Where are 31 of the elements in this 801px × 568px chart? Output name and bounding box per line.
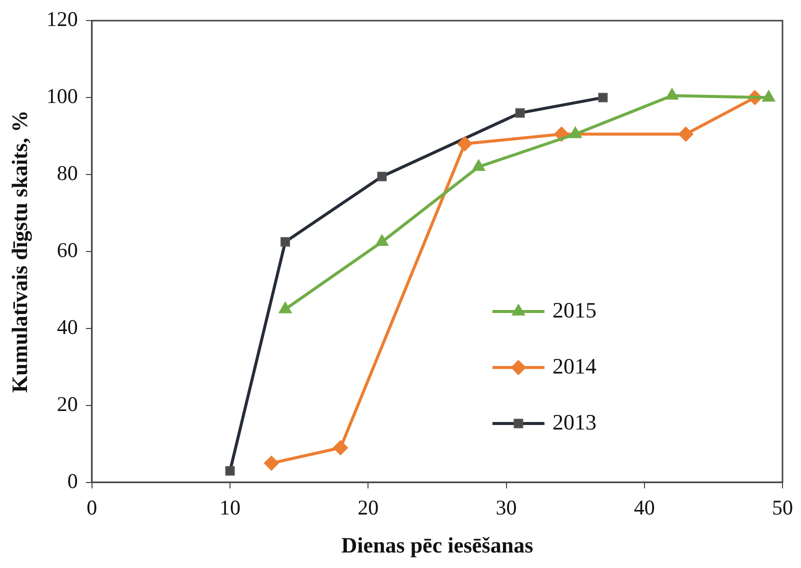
point xyxy=(377,172,387,182)
point xyxy=(665,88,679,100)
point xyxy=(598,92,608,102)
x-tick-label: 40 xyxy=(634,496,655,520)
point xyxy=(568,126,582,138)
x-tick-label: 30 xyxy=(496,496,517,520)
legend-label: 2013 xyxy=(552,409,596,434)
x-tick-label: 0 xyxy=(86,496,98,520)
x-tick-label: 50 xyxy=(772,496,793,520)
legend-label: 2015 xyxy=(552,297,596,322)
y-tick-label: 20 xyxy=(56,392,78,416)
y-tick-label: 0 xyxy=(67,468,78,493)
point xyxy=(280,237,290,247)
point xyxy=(264,456,279,471)
y-tick-label: 60 xyxy=(56,238,78,262)
legend-label: 2014 xyxy=(552,353,596,378)
y-tick-label: 100 xyxy=(46,84,78,108)
x-tick-label: 20 xyxy=(358,496,379,520)
point xyxy=(457,136,472,152)
x-tick-label: 10 xyxy=(220,496,241,520)
point xyxy=(762,90,776,102)
y-axis-title: Kumulatīvais dīgstu skaits, % xyxy=(6,110,32,393)
point xyxy=(225,466,235,476)
y-tick-label: 120 xyxy=(46,7,78,32)
y-tick-label: 80 xyxy=(56,161,78,186)
x-axis-title: Dienas pēc iesēšanas xyxy=(341,532,534,558)
y-tick-label: 40 xyxy=(56,314,78,339)
point xyxy=(472,159,486,171)
point xyxy=(678,126,694,142)
point xyxy=(515,108,525,118)
point xyxy=(333,440,348,456)
